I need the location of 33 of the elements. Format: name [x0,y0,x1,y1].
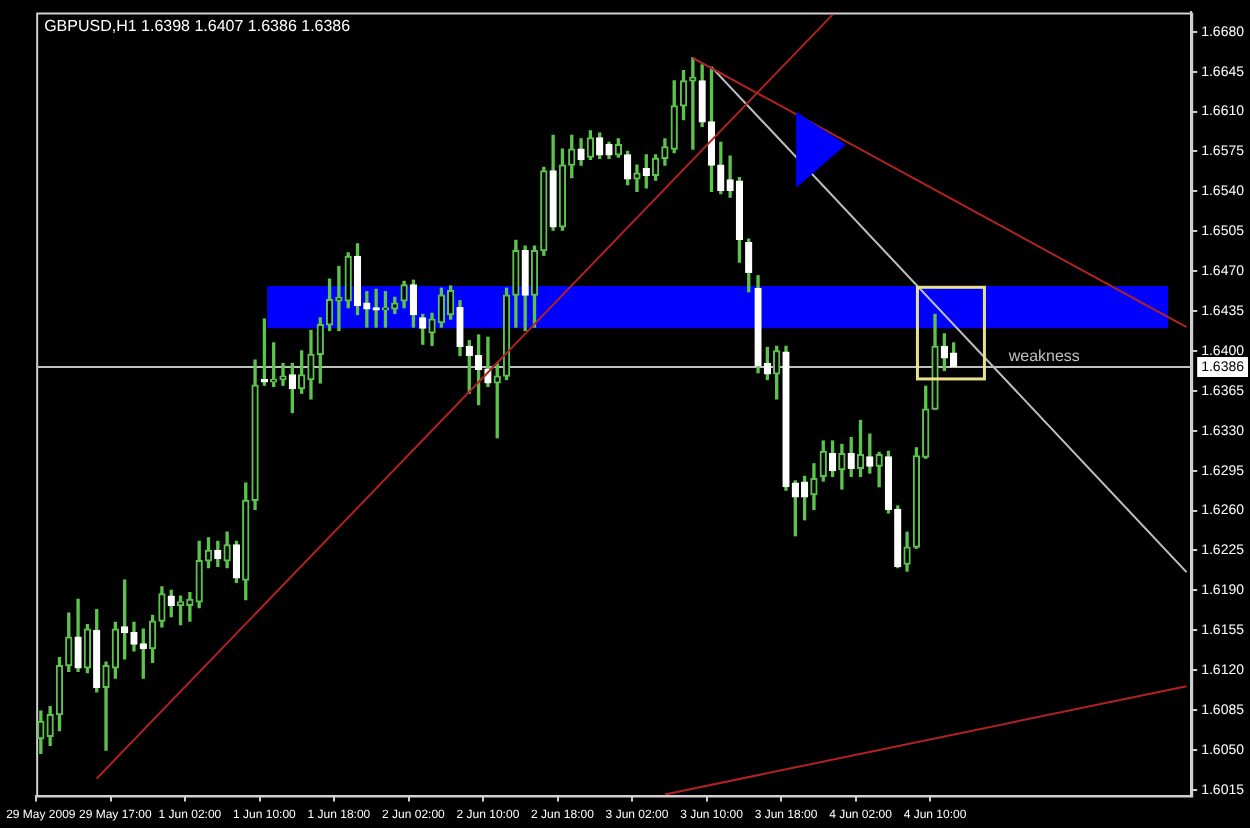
annotation: weakness [1006,347,1080,366]
candlestick [605,141,613,159]
candlestick [353,243,362,316]
candlestick [158,586,166,628]
candlestick [223,531,231,569]
candlestick [773,345,781,400]
candlestick [698,64,706,128]
candlestick [735,177,744,263]
candlestick [679,69,688,121]
candlestick [409,279,418,328]
candlestick [279,362,287,386]
candlestick [633,164,641,193]
candlestick [493,362,501,439]
candlestick [614,138,622,158]
chart-title: GBPUSD,H1 1.6398 1.6407 1.6386 1.6386 [44,16,352,35]
candlestick [437,287,446,328]
candlestick [931,313,939,410]
candlestick [745,238,753,293]
candlestick [381,291,390,328]
candlestick [810,463,818,511]
candlestick [670,80,678,154]
candlestick [586,130,595,161]
candlestick [512,239,520,328]
candlestick [400,280,408,309]
candlestick [83,623,92,674]
candlestick [419,313,427,345]
candlestick [875,451,883,488]
candlestick [623,150,632,186]
candlestick [838,443,846,490]
candlestick [800,475,809,521]
candlestick [689,57,697,150]
candlestick [903,531,911,572]
candlestick [782,345,790,491]
